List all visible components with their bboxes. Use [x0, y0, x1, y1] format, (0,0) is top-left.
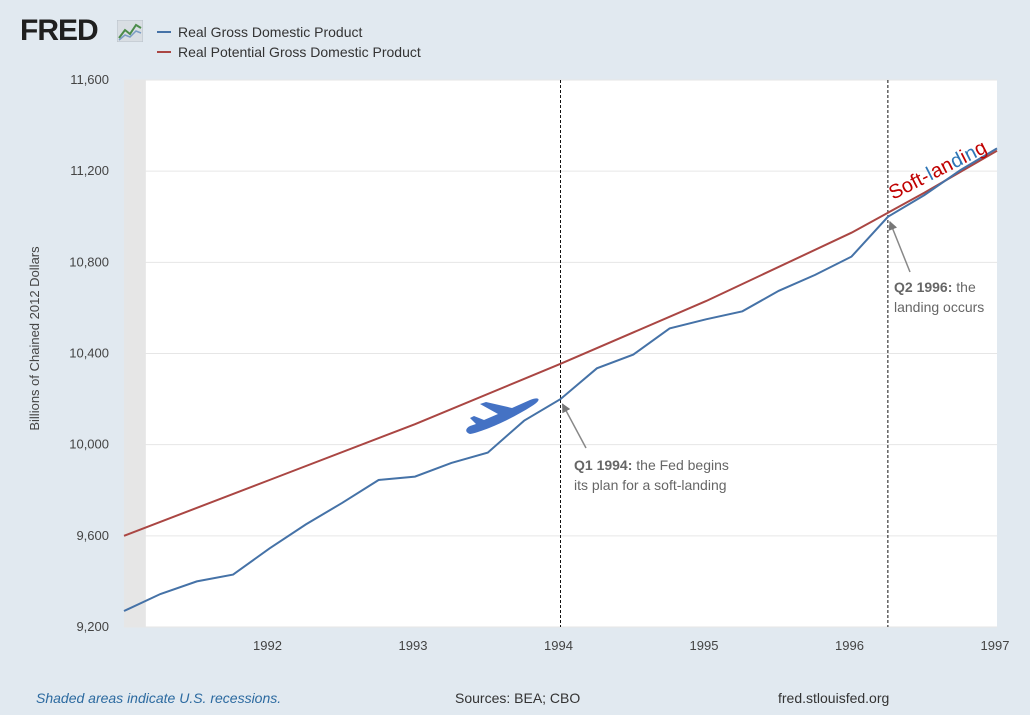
site-link[interactable]: fred.stlouisfed.org	[778, 690, 890, 706]
source-text: Sources: BEA; CBO	[455, 690, 581, 706]
y-tick-label: 10,800	[69, 254, 109, 269]
annotation-q1-1994: Q1 1994: the Fed begins	[574, 457, 729, 473]
legend: Real Gross Domestic Product Real Potenti…	[157, 22, 421, 62]
y-tick-label: 10,000	[69, 437, 109, 452]
legend-item-potential-gdp[interactable]: Real Potential Gross Domestic Product	[157, 42, 421, 62]
y-tick-label: 9,200	[76, 619, 109, 634]
recession-note: Shaded areas indicate U.S. recessions.	[36, 690, 282, 706]
x-tick-label: 1997	[981, 638, 1010, 653]
annotation-q1-1994-rest: the Fed begins	[632, 457, 729, 473]
y-tick-label: 11,200	[70, 163, 109, 178]
legend-swatch-gdp	[157, 31, 171, 33]
annotation-q2-1996: Q2 1996: the	[894, 279, 976, 295]
series-line-potential-gdp	[123, 149, 998, 537]
y-tick-label: 10,400	[69, 346, 109, 361]
x-tick-label: 1993	[399, 638, 428, 653]
y-tick-label: 9,600	[76, 528, 109, 543]
x-tick-label: 1995	[690, 638, 719, 653]
x-tick-label: 1992	[253, 638, 282, 653]
y-axis-label: Billions of Chained 2012 Dollars	[27, 246, 42, 431]
graph-logo-icon	[117, 20, 143, 42]
soft-landing-label: Soft-landing	[885, 136, 990, 204]
airplane-icon	[466, 398, 539, 434]
legend-item-gdp[interactable]: Real Gross Domestic Product	[157, 22, 421, 42]
arrow-q1-1994	[561, 403, 587, 449]
legend-label-potential-gdp: Real Potential Gross Domestic Product	[178, 44, 421, 60]
legend-label-gdp: Real Gross Domestic Product	[178, 24, 363, 40]
legend-swatch-potential-gdp	[157, 51, 171, 53]
annotation-q1-1994-bold: Q1 1994:	[574, 457, 632, 473]
fred-logo[interactable]: FRED	[20, 14, 99, 47]
y-tick-label: 11,600	[70, 72, 109, 87]
annotation-q2-1996-bold: Q2 1996:	[894, 279, 952, 295]
airplane-shape	[466, 398, 539, 434]
arrow-q2-1996	[888, 220, 911, 273]
x-tick-label: 1994	[544, 638, 573, 653]
x-tick-label: 1996	[835, 638, 864, 653]
series-line-gdp	[123, 147, 998, 612]
annotation-q1-1994-line2: its plan for a soft-landing	[574, 477, 727, 493]
annotation-q2-1996-line2: landing occurs	[894, 299, 984, 315]
annotation-q2-1996-rest: the	[952, 279, 976, 295]
